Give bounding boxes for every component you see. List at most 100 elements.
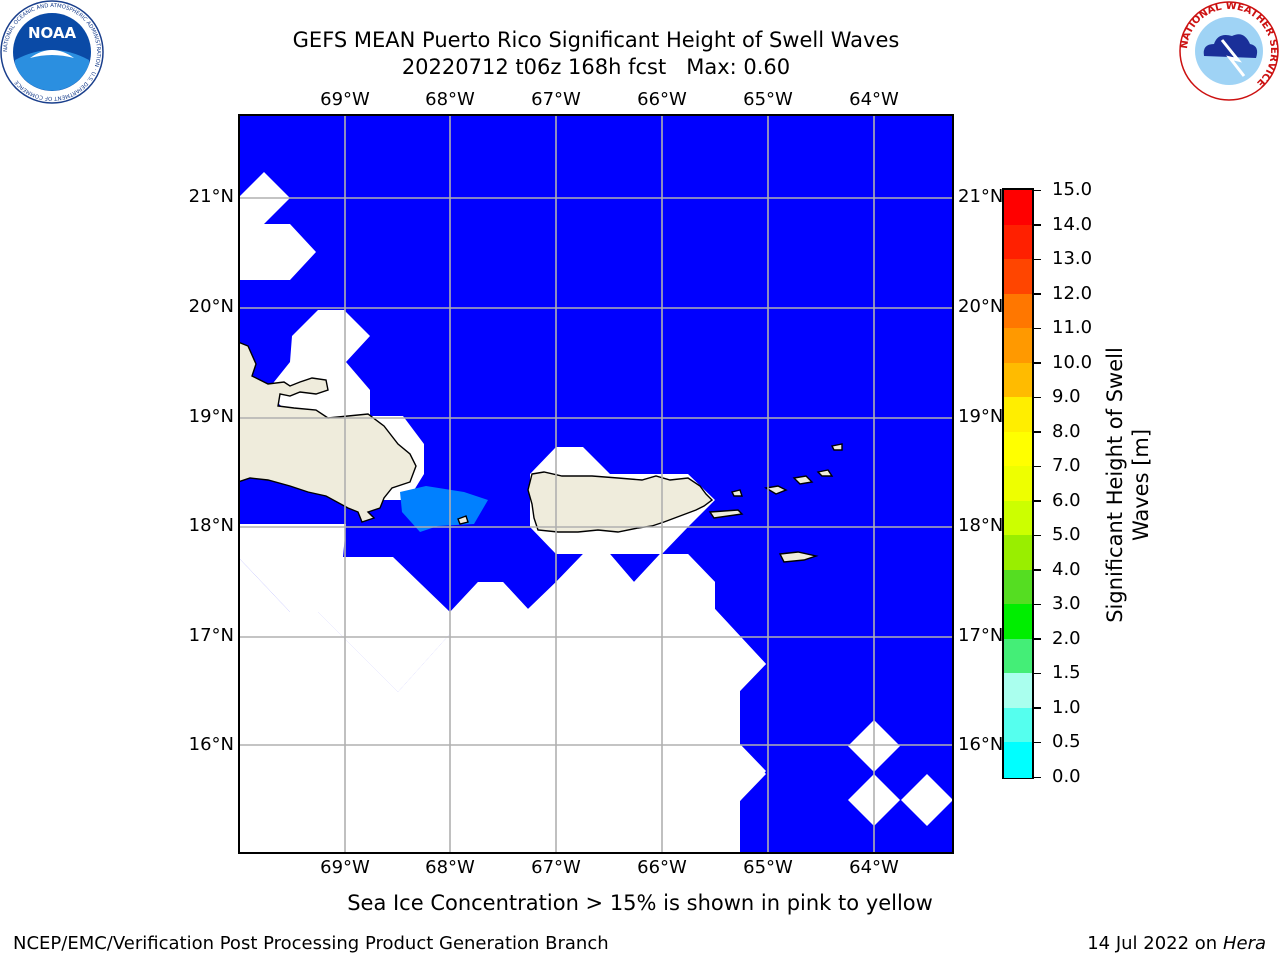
colorbar-tick-label: 2.0 — [1052, 627, 1081, 649]
colorbar-segment — [1004, 535, 1032, 571]
virgin-gorda-land — [816, 469, 834, 477]
colorbar-tick-label: 3.0 — [1052, 593, 1081, 615]
colorbar-segment — [1004, 673, 1032, 709]
lon-label-bottom: 67°W — [531, 857, 581, 878]
lat-label-right: 17°N — [958, 625, 1004, 646]
colorbar-segment — [1004, 604, 1032, 640]
lat-label-right: 18°N — [958, 515, 1004, 536]
lon-label-bottom: 69°W — [320, 857, 370, 878]
colorbar-tick-mark — [1034, 500, 1041, 502]
colorbar-tick-label: 8.0 — [1052, 420, 1081, 442]
colorbar-tick-mark — [1034, 465, 1041, 468]
lon-label-top: 66°W — [637, 89, 687, 110]
colorbar-tick-label: 9.0 — [1052, 386, 1081, 408]
lon-label-bottom: 64°W — [849, 857, 899, 878]
lat-label-left: 18°N — [188, 515, 234, 536]
colorbar-segment — [1004, 293, 1032, 329]
lat-label-left: 19°N — [188, 406, 234, 427]
colorbar-segment — [1004, 431, 1032, 467]
lat-label-right: 19°N — [958, 406, 1004, 427]
colorbar — [1002, 188, 1034, 779]
colorbar-segment — [1004, 638, 1032, 674]
lat-label-left: 20°N — [188, 296, 234, 317]
colorbar-segment — [1004, 569, 1032, 605]
footer-date-text: 14 Jul 2022 on — [1087, 933, 1223, 954]
lon-label-top: 65°W — [743, 89, 793, 110]
colorbar-tick-mark — [1034, 224, 1041, 226]
colorbar-tick-label: 11.0 — [1052, 317, 1093, 339]
colorbar-tick-label: 1.0 — [1052, 696, 1081, 718]
lat-label-left: 17°N — [188, 625, 234, 646]
culebra-land — [730, 489, 743, 497]
lon-label-top: 68°W — [425, 89, 475, 110]
colorbar-segment — [1004, 190, 1032, 226]
colorbar-tick-mark — [1034, 672, 1041, 675]
tortola-land — [792, 475, 814, 485]
colorbar-tick-mark — [1034, 534, 1041, 537]
lon-label-bottom: 66°W — [637, 857, 687, 878]
colorbar-segment — [1004, 328, 1032, 364]
colorbar-tick-mark — [1034, 603, 1041, 606]
colorbar-segment — [1004, 742, 1032, 778]
chart-title: GEFS MEAN Puerto Rico Significant Height… — [292, 28, 900, 52]
colorbar-tick-mark — [1034, 189, 1041, 191]
map-frame — [238, 114, 954, 854]
colorbar-tick-mark — [1034, 327, 1041, 330]
sea-ice-note: Sea Ice Concentration > 15% is shown in … — [347, 891, 933, 915]
hispaniola-land — [238, 341, 417, 523]
colorbar-label-line1: Significant Height of Swell — [1103, 347, 1127, 623]
nws-logo: NATIONAL WEATHER SERVICE — [1179, 1, 1279, 101]
map-panel — [238, 114, 954, 854]
colorbar-tick-label: 0.5 — [1052, 731, 1081, 753]
colorbar-tick-label: 10.0 — [1052, 351, 1093, 373]
colorbar-tick-mark — [1034, 776, 1041, 778]
colorbar-segment — [1004, 397, 1032, 433]
colorbar-tick-mark — [1034, 396, 1041, 399]
lat-label-right: 16°N — [958, 734, 1004, 755]
colorbar-tick-label: 1.5 — [1052, 662, 1081, 684]
st-croix-land — [778, 551, 819, 563]
noaa-logo-text: NOAA — [28, 24, 77, 42]
puerto-rico-land — [527, 471, 714, 533]
lat-label-left: 21°N — [188, 186, 234, 207]
colorbar-segment — [1004, 224, 1032, 260]
colorbar-tick-label: 4.0 — [1052, 558, 1081, 580]
noaa-logo: NOAA NATIONAL OCEANIC AND ATMOSPHERIC AD… — [0, 0, 104, 104]
land-masses — [238, 341, 843, 563]
colorbar-tick-label: 12.0 — [1052, 282, 1093, 304]
colorbar-tick-label: 5.0 — [1052, 524, 1081, 546]
colorbar-tick-mark — [1034, 293, 1041, 295]
mona-island-land — [457, 515, 469, 525]
colorbar-tick-mark — [1034, 638, 1041, 640]
colorbar-tick-mark — [1034, 431, 1041, 433]
colorbar-tick-mark — [1034, 741, 1041, 744]
lon-label-top: 64°W — [849, 89, 899, 110]
colorbar-segment — [1004, 707, 1032, 744]
colorbar-tick-mark — [1034, 569, 1041, 571]
st-thomas-land — [764, 485, 788, 495]
colorbar-tick-mark — [1034, 362, 1041, 364]
graticule — [238, 114, 954, 854]
colorbar-tick-label: 6.0 — [1052, 489, 1081, 511]
colorbar-tick-mark — [1034, 707, 1041, 709]
lat-label-right: 21°N — [958, 186, 1004, 207]
colorbar-tick-mark — [1034, 258, 1041, 261]
colorbar-tick-label: 13.0 — [1052, 248, 1093, 270]
lon-label-top: 67°W — [531, 89, 581, 110]
colorbar-segment — [1004, 259, 1032, 295]
footer-machine: Hera — [1222, 933, 1266, 954]
lat-label-left: 16°N — [188, 734, 234, 755]
colorbar-segment — [1004, 466, 1032, 502]
lat-label-right: 20°N — [958, 296, 1004, 317]
colorbar-segment — [1004, 500, 1032, 536]
footer-date: 14 Jul 2022 on Hera — [1087, 933, 1266, 954]
footer-credit: NCEP/EMC/Verification Post Processing Pr… — [13, 933, 609, 954]
lon-label-top: 69°W — [320, 89, 370, 110]
colorbar-tick-label: 14.0 — [1052, 213, 1093, 235]
colorbar-label-line2: Waves [m] — [1129, 428, 1153, 542]
anegada-land — [830, 443, 843, 451]
colorbar-label: Significant Height of Swell Waves [m] — [1102, 347, 1154, 623]
colorbar-tick-label: 15.0 — [1052, 179, 1093, 200]
lon-label-bottom: 68°W — [425, 857, 475, 878]
colorbar-tick-label: 7.0 — [1052, 455, 1081, 477]
